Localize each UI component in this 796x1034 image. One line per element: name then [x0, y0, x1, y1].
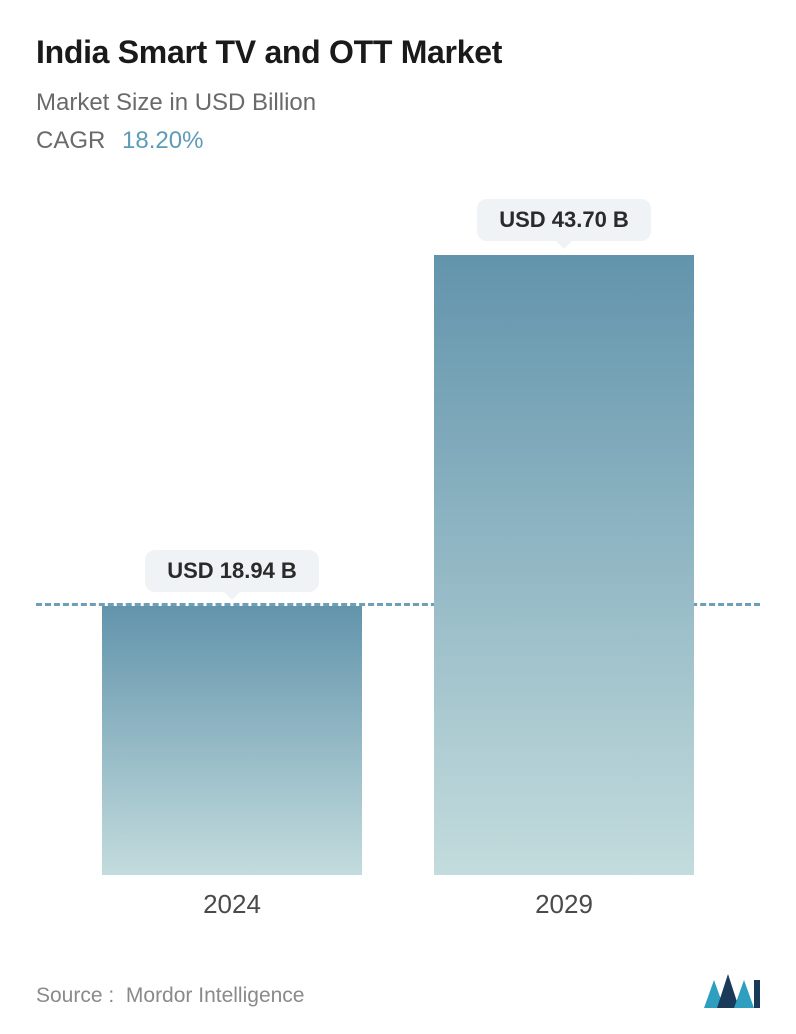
x-axis-label: 2029: [434, 889, 694, 920]
brand-logo-icon: [704, 974, 760, 1008]
cagr-value: 18.20%: [122, 127, 203, 154]
source-attribution: Source : Mordor Intelligence: [36, 984, 304, 1008]
bar-value-label: USD 43.70 B: [477, 199, 651, 241]
chart-footer: Source : Mordor Intelligence: [36, 974, 760, 1008]
source-name: Mordor Intelligence: [126, 984, 305, 1007]
source-prefix: Source :: [36, 984, 114, 1007]
chart-title: India Smart TV and OTT Market: [36, 34, 760, 71]
bar-group: USD 18.94 B: [102, 550, 362, 875]
chart-plot-area: USD 18.94 B USD 43.70 B: [36, 185, 760, 875]
bar-value-label: USD 18.94 B: [145, 550, 319, 592]
bar-group: USD 43.70 B: [434, 199, 694, 875]
bar: [102, 606, 362, 875]
chart-subtitle: Market Size in USD Billion: [36, 89, 760, 117]
cagr-label: CAGR: [36, 127, 105, 154]
bar: [434, 255, 694, 875]
x-axis: 2024 2029: [36, 875, 760, 920]
bars-container: USD 18.94 B USD 43.70 B: [36, 185, 760, 875]
x-axis-label: 2024: [102, 889, 362, 920]
cagr-row: CAGR 18.20%: [36, 127, 760, 155]
